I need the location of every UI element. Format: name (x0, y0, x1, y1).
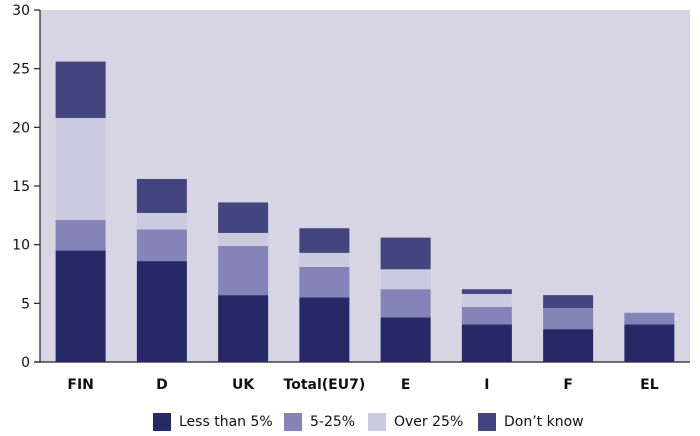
stacked-bar-chart: 0 5 10 15 20 25 30 FIN D UK Total(EU7) E I F EL (12, 3, 690, 393)
y-tick-label-0: 0 (21, 355, 30, 371)
y-tick-label-15: 15 (12, 179, 30, 195)
bar-el-5-25 (624, 312, 675, 325)
x-tick-label-total-eu7: Total(EU7) (284, 377, 366, 393)
legend-item-over-25: Over 25% (368, 408, 463, 436)
legend-swatch-less-than-5 (153, 413, 171, 431)
bar-d-don-t-know (136, 178, 187, 213)
legend-label-over-25: Over 25% (394, 414, 464, 430)
bar-fin-less-than-5 (55, 250, 106, 362)
bar-d-5-25 (136, 229, 187, 262)
legend: Less than 5% 5-25% Over 25% Don’t know (0, 408, 700, 436)
legend-item-less-than-5: Less than 5% (153, 408, 273, 436)
x-tick-label-f: F (563, 377, 573, 393)
x-tick-label-fin: FIN (67, 377, 94, 393)
bar-uk-5-25 (218, 245, 269, 296)
bar-uk-over-25 (218, 232, 269, 246)
bar-e-5-25 (380, 289, 431, 318)
x-tick-label-i: I (484, 377, 489, 393)
bar-d-less-than-5 (136, 261, 187, 362)
bar-el-less-than-5 (624, 324, 675, 362)
y-tick-label-25: 25 (12, 62, 30, 78)
bar-f-don-t-know (543, 295, 594, 309)
bar-f-5-25 (543, 308, 594, 330)
y-tick-label-5: 5 (21, 296, 30, 312)
bar-e-less-than-5 (380, 317, 431, 362)
bar-i-less-than-5 (461, 324, 512, 362)
legend-swatch-dont-know (478, 413, 496, 431)
legend-label-5-25: 5-25% (310, 414, 356, 430)
legend-label-less-than-5: Less than 5% (179, 414, 273, 430)
bar-d-over-25 (136, 212, 187, 230)
bar-total-eu7-5-25 (299, 266, 350, 298)
y-tick-label-30: 30 (12, 3, 30, 19)
bar-uk-don-t-know (218, 202, 269, 233)
x-tick-label-d: D (156, 377, 168, 393)
bar-fin-5-25 (55, 220, 106, 251)
bar-uk-less-than-5 (218, 295, 269, 362)
y-tick-label-10: 10 (12, 238, 30, 254)
bar-f-less-than-5 (543, 329, 594, 362)
legend-swatch-over-25 (368, 413, 386, 431)
bar-total-eu7-less-than-5 (299, 297, 350, 362)
legend-item-5-25: 5-25% (284, 408, 355, 436)
bar-e-don-t-know (380, 237, 431, 270)
legend-label-dont-know: Don’t know (504, 414, 584, 430)
x-tick-label-uk: UK (232, 377, 255, 393)
bar-i-over-25 (461, 293, 512, 307)
legend-swatch-5-25 (284, 413, 302, 431)
y-tick-label-20: 20 (12, 120, 30, 136)
bar-i-5-25 (461, 306, 512, 325)
bar-total-eu7-over-25 (299, 252, 350, 267)
bar-fin-don-t-know (55, 61, 106, 118)
legend-item-dont-know: Don’t know (478, 408, 584, 436)
x-tick-label-el: EL (640, 377, 659, 393)
bar-i-don-t-know (461, 289, 512, 294)
bar-fin-over-25 (55, 117, 106, 221)
bar-e-over-25 (380, 269, 431, 290)
bar-total-eu7-don-t-know (299, 228, 350, 253)
x-tick-label-e: E (401, 377, 411, 393)
